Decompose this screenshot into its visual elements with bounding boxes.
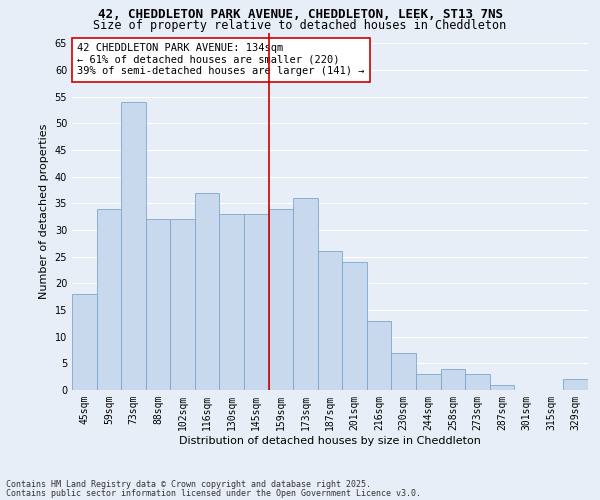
Bar [220, 214, 244, 390]
Bar [440, 368, 465, 390]
Bar [563, 380, 588, 390]
Y-axis label: Number of detached properties: Number of detached properties [39, 124, 49, 299]
Bar [342, 262, 367, 390]
Bar [416, 374, 440, 390]
Bar [465, 374, 490, 390]
Bar [391, 352, 416, 390]
Text: Contains public sector information licensed under the Open Government Licence v3: Contains public sector information licen… [6, 488, 421, 498]
Bar [244, 214, 269, 390]
Bar [170, 220, 195, 390]
Text: 42 CHEDDLETON PARK AVENUE: 134sqm
← 61% of detached houses are smaller (220)
39%: 42 CHEDDLETON PARK AVENUE: 134sqm ← 61% … [77, 43, 365, 76]
Bar [293, 198, 318, 390]
Bar [367, 320, 391, 390]
Bar [490, 384, 514, 390]
X-axis label: Distribution of detached houses by size in Cheddleton: Distribution of detached houses by size … [179, 436, 481, 446]
Bar [97, 208, 121, 390]
Bar [195, 192, 220, 390]
Bar [318, 252, 342, 390]
Text: Contains HM Land Registry data © Crown copyright and database right 2025.: Contains HM Land Registry data © Crown c… [6, 480, 371, 489]
Bar [269, 208, 293, 390]
Text: 42, CHEDDLETON PARK AVENUE, CHEDDLETON, LEEK, ST13 7NS: 42, CHEDDLETON PARK AVENUE, CHEDDLETON, … [97, 8, 503, 20]
Bar [72, 294, 97, 390]
Bar [121, 102, 146, 390]
Text: Size of property relative to detached houses in Cheddleton: Size of property relative to detached ho… [94, 19, 506, 32]
Bar [146, 220, 170, 390]
